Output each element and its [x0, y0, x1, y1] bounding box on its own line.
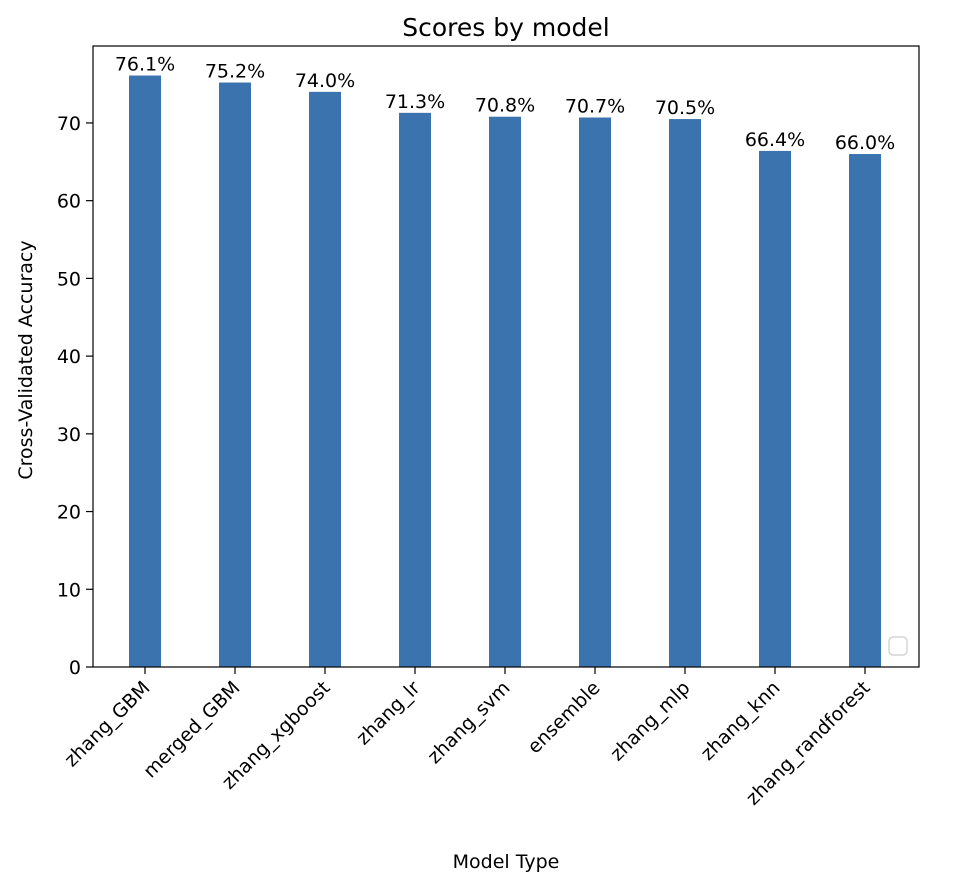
bar-value-label: 75.2%: [205, 61, 265, 83]
bar-value-label: 76.1%: [115, 54, 175, 76]
y-tick-label: 0: [69, 657, 81, 679]
y-axis-label: Cross-Validated Accuracy: [15, 240, 37, 479]
bar-value-label: 70.8%: [475, 95, 535, 117]
chart-title: Scores by model: [402, 13, 609, 42]
bar-value-label: 71.3%: [385, 91, 445, 113]
y-tick-label: 10: [57, 579, 81, 601]
y-tick-label: 30: [57, 424, 81, 446]
bar: [759, 150, 791, 667]
bar: [849, 154, 881, 667]
bar: [489, 116, 521, 667]
y-tick-label: 50: [57, 268, 81, 290]
bar: [309, 91, 341, 667]
bar-value-label: 66.0%: [835, 132, 895, 154]
plot-area-frame: [92, 45, 920, 668]
y-axis-ticks: 0 10 20 30 40 50 60 70: [57, 113, 93, 679]
bar: [399, 112, 431, 667]
bar: [669, 119, 701, 667]
y-tick-label: 70: [57, 113, 81, 135]
data-labels-layer: 76.1% 75.2% 74.0% 71.3% 70.8% 70.7% 70.5% 66.4%…: [115, 54, 895, 154]
bar: [129, 75, 161, 667]
bars-layer: [129, 75, 881, 667]
bar-value-label: 74.0%: [295, 70, 355, 92]
legend-box: [888, 636, 908, 656]
bar-value-label: 70.7%: [565, 96, 625, 118]
bar-value-label: 66.4%: [745, 129, 805, 151]
y-tick-label: 20: [57, 502, 81, 524]
bar: [579, 117, 611, 667]
bar: [219, 82, 251, 667]
y-tick-label: 40: [57, 346, 81, 368]
bar-value-label: 70.5%: [655, 97, 715, 119]
x-axis-label: Model Type: [453, 851, 560, 873]
y-tick-label: 60: [57, 191, 81, 213]
